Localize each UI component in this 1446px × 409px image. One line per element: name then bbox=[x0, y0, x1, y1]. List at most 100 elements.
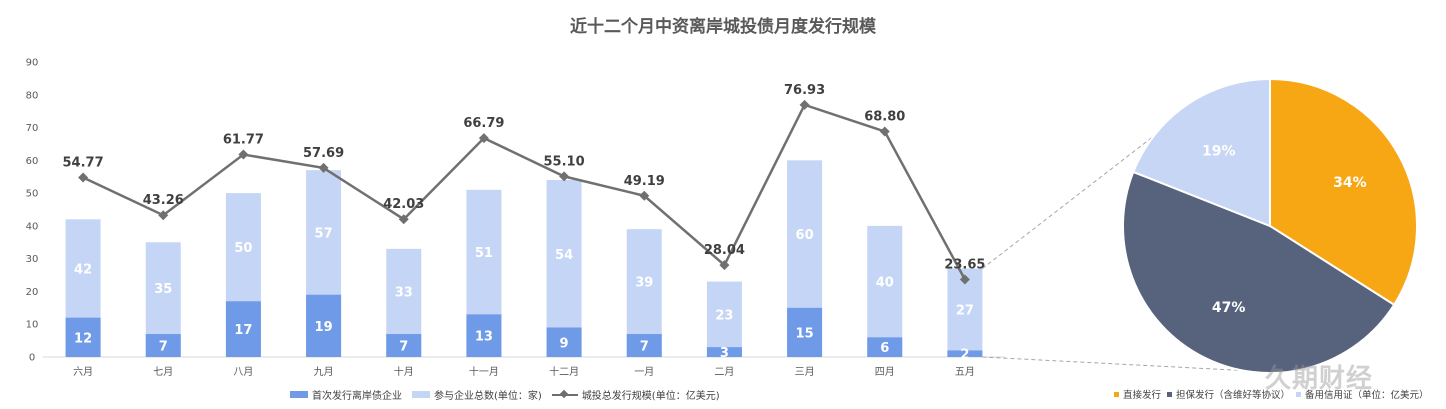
x-tick-label: 五月 bbox=[955, 366, 975, 378]
bar-total-label: 42 bbox=[74, 263, 92, 278]
line-data-label: 57.69 bbox=[303, 146, 344, 161]
line-marker bbox=[318, 162, 329, 173]
x-tick-label: 十一月 bbox=[469, 365, 499, 378]
bar-first-issuance bbox=[947, 350, 983, 357]
x-tick-label: 一月 bbox=[634, 366, 654, 378]
y-tick-label: 20 bbox=[26, 287, 39, 298]
legend-label: 直接发行 bbox=[1123, 390, 1162, 401]
bar-first-label: 13 bbox=[475, 330, 493, 345]
legend-item-direct: 直接发行 bbox=[1114, 387, 1161, 401]
bar-first-issuance bbox=[546, 327, 582, 357]
line-data-label: 23.65 bbox=[944, 257, 985, 272]
bar-total-label: 57 bbox=[315, 226, 333, 241]
line-data-label: 49.19 bbox=[624, 174, 665, 189]
legend-line-marker bbox=[551, 390, 578, 400]
legend-label: 首次发行离岸债企业 bbox=[312, 391, 402, 402]
legend-item-total-issuers: 参与企业总数(单位：家) bbox=[412, 387, 542, 402]
bar-first-label: 17 bbox=[234, 323, 252, 338]
line-marker bbox=[959, 274, 970, 285]
bar-first-issuance bbox=[65, 317, 101, 357]
bar-total-label: 23 bbox=[715, 308, 733, 323]
bar-total-label: 54 bbox=[555, 248, 573, 263]
bar-total-label: 27 bbox=[956, 303, 974, 318]
pie-slice-label: 47% bbox=[1212, 300, 1246, 316]
line-data-label: 55.10 bbox=[544, 154, 585, 169]
line-marker bbox=[398, 214, 409, 225]
issuance-volume-line bbox=[82, 103, 967, 281]
line-data-label: 54.77 bbox=[63, 155, 104, 170]
legend-label: 参与企业总数(单位：家) bbox=[434, 391, 542, 402]
legend-item-standby-lc: 备用信用证（单位：亿美元） bbox=[1296, 387, 1429, 401]
line-data-label: 68.80 bbox=[864, 109, 905, 124]
pie-chart: 34% 47% 19% bbox=[982, 77, 1418, 374]
bar-total bbox=[706, 281, 742, 357]
bar-first-issuance bbox=[787, 307, 823, 357]
legend-item-issuance-volume: 城投总发行规模(单位：亿美元) bbox=[551, 387, 720, 402]
bar-first-issuance bbox=[706, 347, 742, 357]
legend-swatch bbox=[1167, 391, 1173, 397]
bar-first-label: 12 bbox=[74, 331, 92, 346]
line-marker bbox=[478, 133, 489, 144]
x-axis: 六月 七月 八月 九月 十月 十一月 十二月 一月 二月 三月 四月 五月 bbox=[43, 356, 1005, 378]
pie-slice-label: 34% bbox=[1333, 175, 1367, 191]
y-tick-label: 30 bbox=[26, 254, 39, 265]
x-tick-label: 十月 bbox=[394, 365, 414, 378]
legend-swatch bbox=[1114, 391, 1119, 397]
y-tick-label: 80 bbox=[26, 90, 39, 101]
line-marker bbox=[78, 172, 89, 183]
line-marker bbox=[559, 171, 570, 182]
legend-item-first-issuers: 首次发行离岸债企业 bbox=[290, 387, 402, 402]
bar-total-label: 39 bbox=[635, 276, 653, 291]
line-data-label: 42.03 bbox=[383, 197, 424, 212]
pie-chart-legend: 直接发行 担保发行（含维好等协议） 备用信用证（单位：亿美元） bbox=[1114, 387, 1429, 401]
connector-line bbox=[982, 356, 1263, 373]
y-tick-label: 0 bbox=[29, 353, 35, 364]
bar-total-label: 35 bbox=[154, 282, 172, 297]
bar-first-issuance bbox=[225, 301, 261, 357]
x-tick-label: 二月 bbox=[714, 366, 734, 378]
y-tick-label: 60 bbox=[26, 156, 39, 167]
bar-series: 42 35 50 57 33 51 54 39 23 60 40 27 12 7 17 19 7 13 9 7 3 15 6… bbox=[65, 160, 983, 363]
pie-slice bbox=[1132, 77, 1271, 228]
line-data-label: 76.93 bbox=[784, 83, 825, 98]
bar-first-label: 2 bbox=[960, 348, 969, 363]
x-tick-label: 九月 bbox=[314, 366, 334, 378]
bar-total bbox=[867, 225, 903, 357]
line-data-label: 28.04 bbox=[704, 243, 745, 258]
chart-title: 近十二个月中资离岸城投债月度发行规模 bbox=[570, 17, 876, 37]
bar-first-issuance bbox=[626, 334, 662, 357]
bar-total-label: 51 bbox=[475, 246, 493, 261]
line-marker bbox=[639, 190, 650, 201]
bar-total-label: 40 bbox=[876, 276, 894, 291]
x-tick-label: 四月 bbox=[875, 366, 895, 378]
bar-first-issuance bbox=[466, 314, 502, 357]
legend-label: 担保发行（含维好等协议） bbox=[1176, 390, 1291, 401]
bar-total-label: 33 bbox=[395, 285, 413, 300]
line-data-label: 43.26 bbox=[143, 193, 184, 208]
bar-first-label: 6 bbox=[880, 341, 889, 356]
line-marker bbox=[879, 126, 890, 137]
bar-first-issuance bbox=[145, 334, 181, 357]
bar-first-issuance bbox=[306, 294, 342, 357]
y-tick-label: 10 bbox=[26, 320, 39, 331]
bar-first-label: 7 bbox=[399, 340, 408, 355]
y-axis: 0 10 20 30 40 50 60 70 80 90 bbox=[26, 58, 39, 364]
x-tick-label: 六月 bbox=[73, 366, 93, 378]
bar-first-label: 7 bbox=[640, 340, 649, 355]
bar-total-label: 60 bbox=[796, 228, 814, 243]
bar-first-issuance bbox=[386, 334, 422, 357]
legend-swatch bbox=[412, 391, 430, 398]
y-tick-label: 90 bbox=[26, 58, 39, 69]
line-data-label: 66.79 bbox=[463, 116, 504, 131]
bar-first-label: 9 bbox=[560, 336, 569, 351]
line-series: 54.77 43.26 61.77 57.69 42.03 66.79 55.10 49.19… bbox=[63, 83, 985, 285]
legend-swatch bbox=[1296, 391, 1302, 397]
legend-item-guaranteed: 担保发行（含维好等协议） bbox=[1167, 387, 1290, 401]
line-marker bbox=[158, 210, 169, 221]
line-data-label: 61.77 bbox=[223, 133, 264, 148]
y-tick-label: 50 bbox=[26, 189, 39, 200]
x-tick-label: 十二月 bbox=[549, 365, 579, 378]
line-marker bbox=[799, 99, 810, 110]
y-tick-label: 70 bbox=[26, 123, 39, 134]
bar-first-label: 7 bbox=[159, 340, 168, 355]
